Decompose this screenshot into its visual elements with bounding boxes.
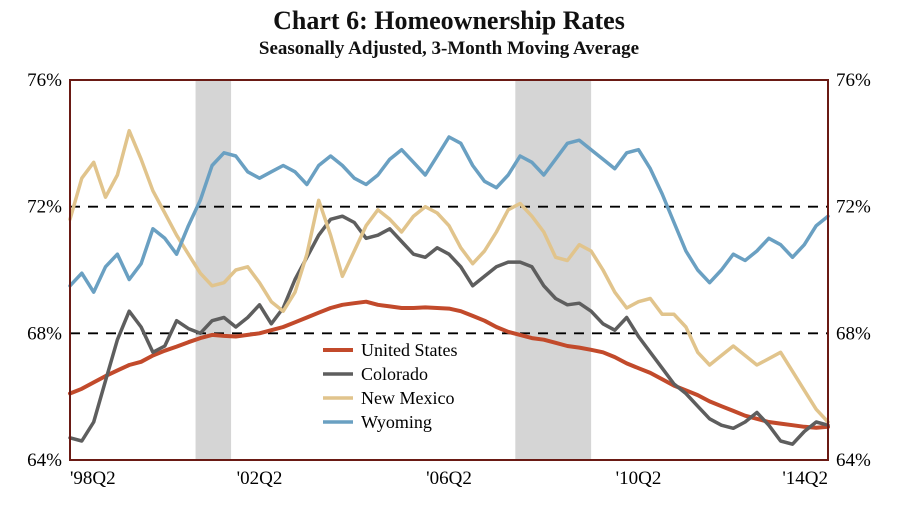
- x-tick-label: '02Q2: [237, 468, 283, 489]
- chart-container: Chart 6: Homeownership Rates Seasonally …: [0, 6, 898, 505]
- y-tick-label-left: 76%: [27, 70, 62, 91]
- chart-subtitle: Seasonally Adjusted, 3-Month Moving Aver…: [0, 38, 898, 60]
- legend-label: Colorado: [361, 364, 428, 384]
- y-tick-label-right: 68%: [836, 323, 871, 344]
- legend-label: United States: [361, 340, 458, 360]
- legend-label: New Mexico: [361, 388, 454, 408]
- y-tick-label-right: 72%: [836, 197, 871, 218]
- y-tick-label-right: 76%: [836, 70, 871, 91]
- x-tick-label: '14Q2: [782, 468, 828, 489]
- y-tick-label-right: 64%: [836, 450, 871, 471]
- y-tick-label-left: 68%: [27, 323, 62, 344]
- x-tick-label: '10Q2: [616, 468, 662, 489]
- chart-title: Chart 6: Homeownership Rates: [0, 6, 898, 36]
- legend-label: Wyoming: [361, 412, 432, 432]
- recession-band: [515, 80, 591, 460]
- x-tick-label: '98Q2: [70, 468, 116, 489]
- y-tick-label-left: 64%: [27, 450, 62, 471]
- recession-band: [196, 80, 232, 460]
- y-tick-label-left: 72%: [27, 197, 62, 218]
- line-chart: 64% 64% 68% 68% 72% 72% 76% 76% '98Q2 '02Q2 '06Q2 '…: [0, 60, 898, 505]
- x-tick-label: '06Q2: [426, 468, 472, 489]
